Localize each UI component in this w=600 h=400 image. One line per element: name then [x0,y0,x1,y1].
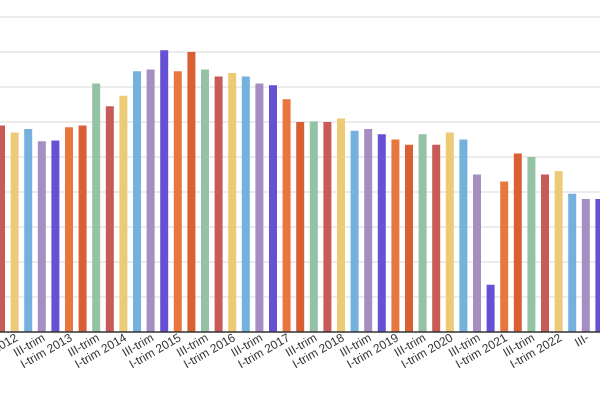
bar [173,71,182,332]
bar [418,134,427,332]
bar [568,193,577,332]
bar [78,125,87,332]
bar [146,69,155,332]
bar [337,118,345,332]
bar [10,132,19,332]
bar [581,199,590,332]
bar [37,141,46,332]
bar [350,130,359,332]
bar [323,122,332,332]
bar [445,132,454,332]
bar [214,76,223,332]
bar [473,174,481,332]
bar [432,144,441,332]
bar [377,134,386,332]
bar [119,95,128,332]
bar [513,153,522,332]
bar [296,122,305,332]
bar [160,50,169,332]
bar [133,71,141,332]
bar [391,139,400,332]
bar [309,121,318,332]
bar [459,139,468,332]
bar [65,127,73,332]
bar [51,140,60,332]
bar [187,52,196,332]
bar [527,157,536,332]
bar [255,83,264,332]
bar [282,99,291,332]
bar [92,83,101,332]
bar [269,85,277,332]
bar [554,171,563,332]
bar [486,284,495,332]
bars [0,50,600,332]
bar [405,144,413,332]
bar [541,174,549,332]
bar [500,181,509,332]
bar [595,199,600,332]
bar [241,76,250,332]
bar [0,125,5,332]
bar [105,106,114,332]
bar [201,69,209,332]
bar [24,129,33,332]
bar [364,129,373,332]
bar [228,73,237,332]
x-tick-label: III- [572,330,591,349]
